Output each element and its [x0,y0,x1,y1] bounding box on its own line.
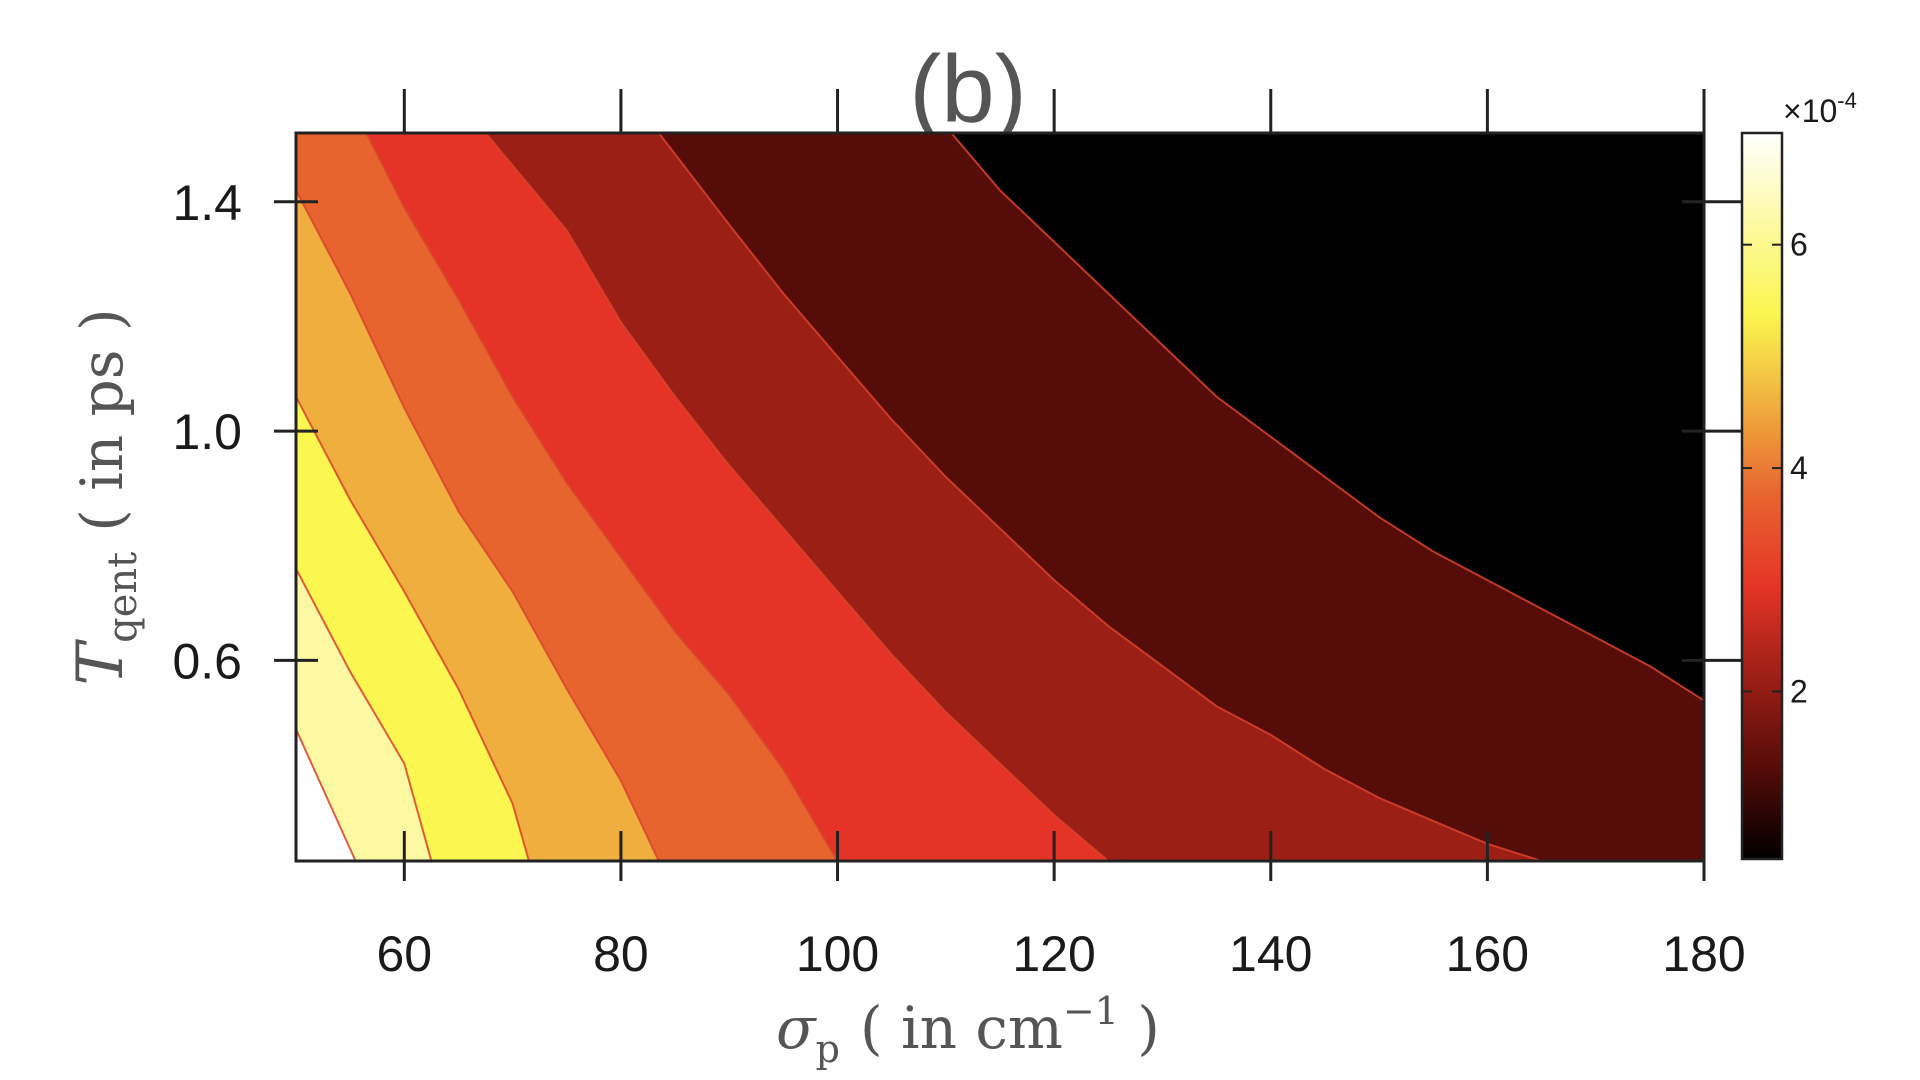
contour-line-6 [658,133,1542,861]
x-axis-ticks: 60 80 100 120 140 160 180 [376,89,1746,982]
colorbar: 2 4 6 ×10-4 [1740,88,1857,861]
y-axis-symbol: T [64,639,138,686]
colorbar-tick-label: 4 [1790,450,1808,486]
x-axis-superscript: −1 [1063,989,1119,1033]
x-axis-label: σp ( in cm−1 ) [776,989,1160,1071]
contour-line-5 [484,133,1109,861]
contour-line-7 [950,133,1704,702]
x-tick-label: 80 [593,926,649,982]
colorbar-tick-label: 6 [1790,227,1808,263]
x-axis-unit-text: ( in cm [860,994,1063,1062]
y-tick-label: 1.0 [172,404,242,460]
x-tick-label: 60 [376,926,432,982]
colorbar-exponent-label: ×10-4 [1783,88,1857,129]
contour-band-7 [296,568,432,861]
contour-line-3 [296,189,660,861]
x-tick-label: 140 [1229,926,1312,982]
plot-area [296,133,1704,861]
y-axis-label: Tqent ( in ps ) [64,308,146,685]
x-tick-label: 120 [1012,926,1095,982]
colorbar-fill [1742,133,1782,859]
y-tick-label: 0.6 [172,633,242,689]
y-axis-unit-text: ( in ps ) [68,308,136,531]
contour-line-0 [296,728,357,861]
colorbar-ticks: 2 4 6 [1742,227,1808,709]
contour-lines [296,133,1704,861]
contour-bands [296,133,1704,861]
y-tick-label: 1.4 [172,175,242,231]
colorbar-tick-label: 2 [1790,673,1808,709]
colorbar-frame [1740,131,1784,861]
chart-title: (b) [909,36,1026,143]
y-axis-subscript: qent [100,552,146,643]
y-axis-ticks: 0.6 1.0 1.4 [172,175,1746,689]
x-tick-label: 100 [796,926,879,982]
x-axis-close: ) [1119,994,1160,1062]
x-tick-label: 180 [1662,926,1745,982]
contour-line-4 [365,133,839,861]
plot-frame [294,131,1706,863]
x-axis-symbol: σ [776,994,817,1062]
contour-line-2 [296,396,530,861]
x-axis-subscript: p [816,1027,840,1071]
x-tick-label: 160 [1446,926,1529,982]
contour-line-1 [296,568,433,861]
